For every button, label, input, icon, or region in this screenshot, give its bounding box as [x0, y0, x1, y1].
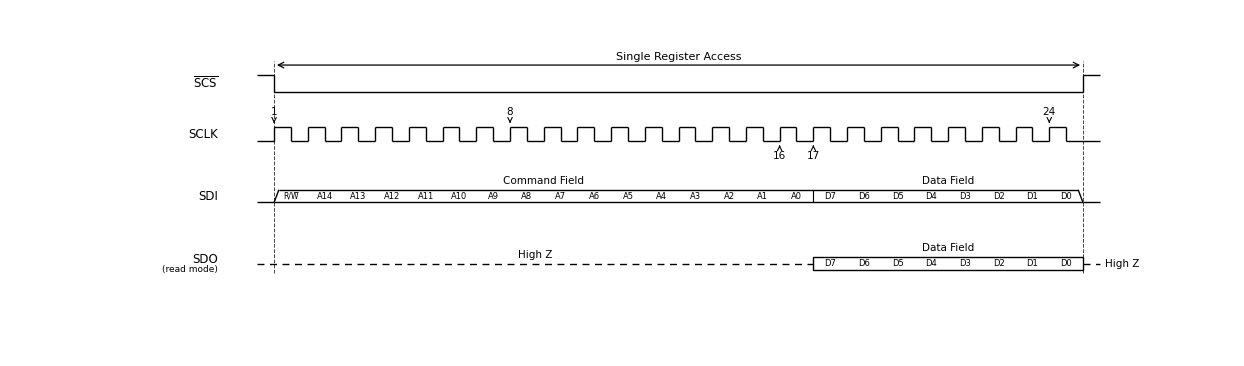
Text: A13: A13	[350, 192, 367, 201]
Text: D0: D0	[1060, 259, 1072, 268]
Text: D7: D7	[825, 259, 836, 268]
Text: D4: D4	[926, 192, 937, 201]
Text: High Z: High Z	[518, 250, 552, 259]
Text: High Z: High Z	[1105, 259, 1140, 269]
Text: SDI: SDI	[198, 190, 218, 203]
Text: A9: A9	[488, 192, 499, 201]
Text: D6: D6	[858, 192, 870, 201]
Text: SCLK: SCLK	[188, 128, 218, 141]
Text: A5: A5	[622, 192, 633, 201]
Text: 17: 17	[806, 151, 820, 161]
Text: A8: A8	[521, 192, 532, 201]
Text: A6: A6	[588, 192, 600, 201]
Text: D3: D3	[959, 192, 970, 201]
Text: (read mode): (read mode)	[162, 265, 218, 274]
Text: Single Register Access: Single Register Access	[616, 52, 741, 62]
Text: A3: A3	[690, 192, 700, 201]
Text: A14: A14	[316, 192, 332, 201]
Text: 8: 8	[506, 108, 514, 117]
Bar	[814, 257, 1084, 270]
Text: R/W̅: R/W̅	[284, 192, 299, 201]
Text: D7: D7	[825, 192, 836, 201]
Text: SDO: SDO	[193, 253, 218, 266]
Text: A4: A4	[656, 192, 667, 201]
Text: A2: A2	[724, 192, 734, 201]
Text: $\overline{\mathrm{SCS}}$: $\overline{\mathrm{SCS}}$	[193, 76, 218, 91]
Text: D4: D4	[926, 259, 937, 268]
Text: Command Field: Command Field	[504, 176, 585, 186]
Text: A10: A10	[452, 192, 468, 201]
Text: D0: D0	[1060, 192, 1072, 201]
Text: A0: A0	[791, 192, 802, 201]
Text: A12: A12	[384, 192, 401, 201]
Text: D1: D1	[1026, 192, 1039, 201]
Text: 1: 1	[271, 108, 277, 117]
Text: Data Field: Data Field	[922, 176, 974, 186]
Text: D2: D2	[993, 259, 1005, 268]
Text: Data Field: Data Field	[922, 243, 974, 253]
Text: D1: D1	[1026, 259, 1039, 268]
Text: A7: A7	[555, 192, 566, 201]
Text: D5: D5	[892, 192, 903, 201]
Text: A11: A11	[418, 192, 434, 201]
Text: D6: D6	[858, 259, 870, 268]
Text: D3: D3	[959, 259, 970, 268]
Text: D5: D5	[892, 259, 903, 268]
Text: 24: 24	[1042, 108, 1056, 117]
Text: 16: 16	[773, 151, 786, 161]
Text: D2: D2	[993, 192, 1005, 201]
Text: A1: A1	[758, 192, 769, 201]
